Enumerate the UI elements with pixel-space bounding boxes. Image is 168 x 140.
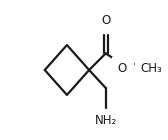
Text: O: O xyxy=(101,14,110,27)
Text: CH₃: CH₃ xyxy=(140,62,162,75)
Text: O: O xyxy=(118,62,127,75)
Text: NH₂: NH₂ xyxy=(95,114,117,127)
